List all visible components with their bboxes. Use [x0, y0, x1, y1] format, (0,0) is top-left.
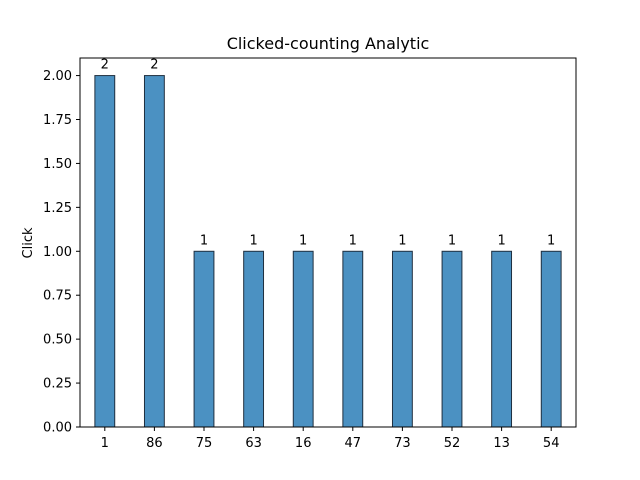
y-tick-label: 0.25: [43, 377, 72, 392]
data-label: 1: [448, 233, 456, 248]
x-tick-label: 73: [394, 436, 411, 451]
y-tick-label: 0.50: [43, 333, 72, 348]
x-tick-label: 47: [345, 436, 362, 451]
data-label: 1: [249, 233, 257, 248]
bar-1: [94, 75, 116, 428]
x-tick-label: 54: [543, 436, 560, 451]
bar-73: [391, 250, 413, 428]
y-tick-label: 0.75: [43, 289, 72, 304]
y-tick-label: 1.25: [43, 201, 72, 216]
bar-75: [193, 250, 215, 428]
y-axis-label: Click: [21, 227, 36, 258]
data-label: 1: [497, 233, 505, 248]
bar-86: [143, 75, 165, 428]
x-tick-label: 86: [146, 436, 163, 451]
data-label: 1: [349, 233, 357, 248]
data-label: 2: [150, 58, 158, 73]
bar-63: [243, 250, 265, 428]
x-tick-label: 16: [295, 436, 312, 451]
x-tick-label: 63: [245, 436, 262, 451]
bar-13: [491, 250, 513, 428]
y-tick-label: 1.75: [43, 113, 72, 128]
chart-title: Clicked-counting Analytic: [227, 34, 430, 53]
data-label: 1: [200, 233, 208, 248]
x-axis: 1 86 75 63 16 47 73 52 13 54: [101, 427, 560, 451]
data-label: 2: [101, 58, 109, 73]
bar-47: [342, 250, 364, 428]
y-tick-label: 2.00: [43, 69, 72, 84]
y-tick-label: 0.00: [43, 421, 72, 436]
bar-52: [441, 250, 463, 428]
bar-16: [292, 250, 314, 428]
y-tick-label: 1.50: [43, 157, 72, 172]
x-tick-label: 75: [196, 436, 213, 451]
data-label: 1: [547, 233, 555, 248]
data-label: 1: [398, 233, 406, 248]
bar-54: [540, 250, 562, 428]
y-axis: 0.00 0.25 0.50 0.75 1.00 1.25 1.50 1.75 2.00: [43, 69, 80, 436]
plot-frame: [79, 57, 577, 428]
x-tick-label: 52: [444, 436, 461, 451]
bars-group: [94, 75, 562, 428]
y-tick-label: 1.00: [43, 245, 72, 260]
x-tick-label: 13: [493, 436, 510, 451]
x-tick-label: 1: [101, 436, 109, 451]
data-label: 1: [299, 233, 307, 248]
data-labels-group: 2 2 1 1 1 1 1 1 1 1: [101, 58, 556, 249]
